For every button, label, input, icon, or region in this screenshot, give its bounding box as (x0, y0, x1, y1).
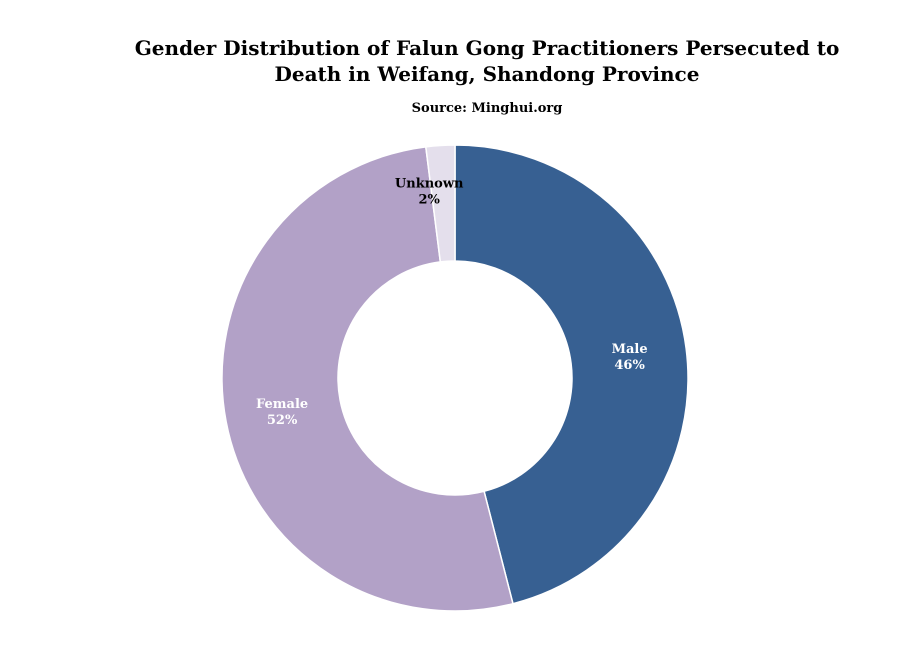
donut-slice-female (221, 145, 514, 612)
slice-value-label-unknown: 2% (418, 192, 440, 207)
slice-label-unknown: Unknown (395, 176, 464, 191)
donut-slice-unknown (424, 144, 456, 263)
chart-title-line-2: Death in Weifang, Shandong Province (274, 62, 700, 86)
chart-title-line-1: Gender Distribution of Falun Gong Practi… (134, 36, 840, 60)
slice-value-label-female: 52% (267, 413, 298, 428)
chart-subtitle: Source: Minghui.org (411, 101, 563, 116)
donut-slice-male (454, 144, 689, 605)
slice-label-female: Female (256, 397, 308, 412)
slice-label-male: Male (612, 342, 648, 357)
slice-value-label-male: 46% (614, 358, 645, 373)
